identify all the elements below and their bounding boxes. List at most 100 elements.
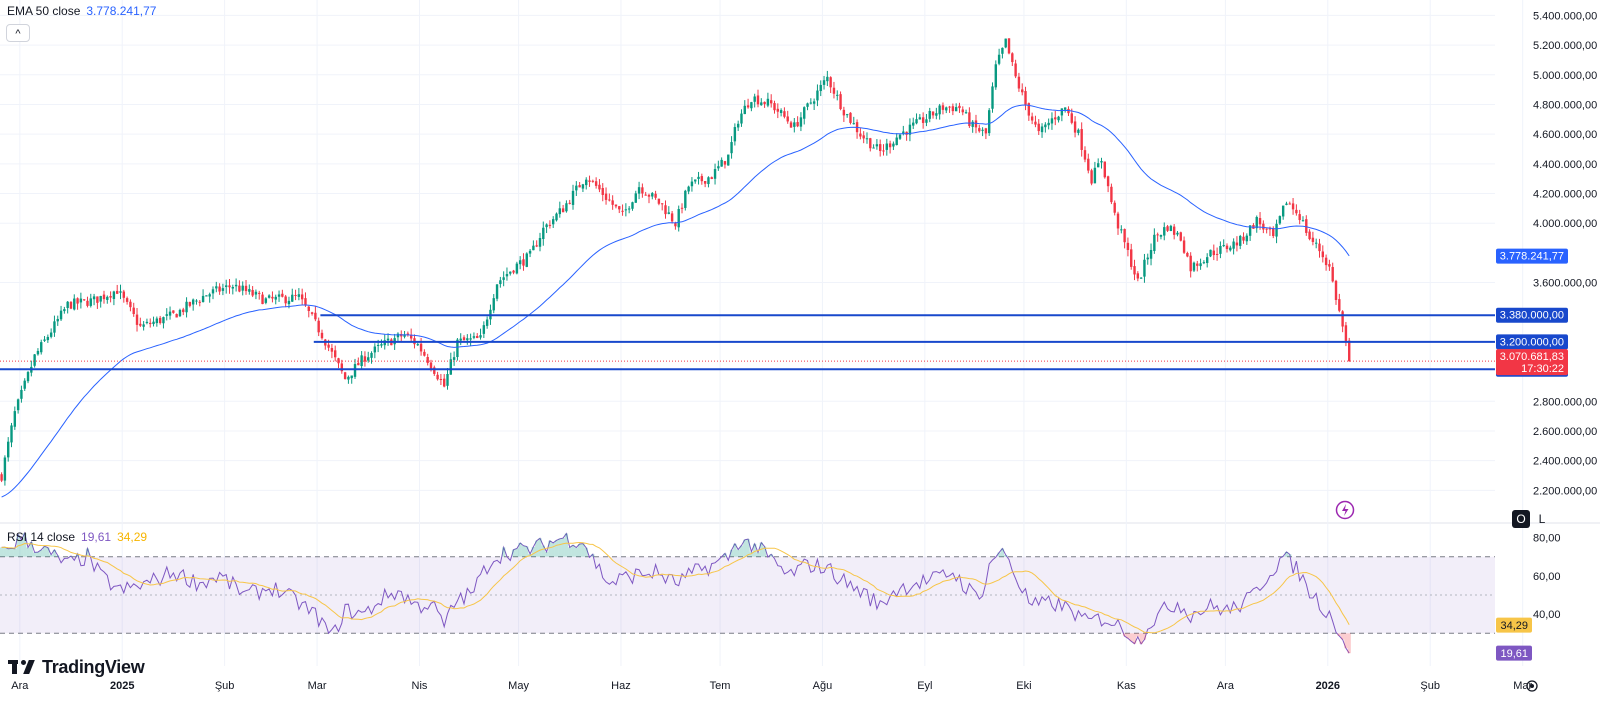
candle-body bbox=[1090, 170, 1093, 184]
x-tick-label: May bbox=[508, 680, 529, 692]
candle-body bbox=[525, 253, 528, 267]
candle-body bbox=[1245, 235, 1249, 242]
rsi-value-tag: 19,61 bbox=[1496, 645, 1532, 661]
gear-ring bbox=[1526, 680, 1538, 692]
candle-body bbox=[122, 291, 126, 298]
candle-body bbox=[1318, 243, 1321, 252]
candle-body bbox=[1120, 229, 1123, 231]
candle-body bbox=[753, 96, 756, 102]
candle-body bbox=[300, 294, 304, 300]
candle-body bbox=[779, 110, 783, 114]
candle-body bbox=[1146, 257, 1149, 260]
candle-body bbox=[746, 105, 750, 108]
candle-body bbox=[1027, 103, 1031, 116]
candle-body bbox=[1044, 124, 1047, 128]
x-tick-label: Mar bbox=[308, 680, 327, 692]
candle-body bbox=[1156, 234, 1159, 236]
x-tick-label: Ara bbox=[11, 680, 29, 692]
candle-body bbox=[552, 219, 555, 225]
candle-body bbox=[1344, 325, 1348, 342]
candle-body bbox=[82, 299, 86, 301]
candle-body bbox=[852, 123, 855, 125]
candle-body bbox=[548, 224, 552, 226]
candle-body bbox=[1248, 225, 1252, 236]
candle-body bbox=[598, 184, 601, 190]
candle-body bbox=[690, 181, 694, 187]
candle-body bbox=[429, 362, 433, 369]
candle-body bbox=[872, 147, 875, 149]
candle-body bbox=[601, 188, 604, 195]
candle-body bbox=[16, 399, 20, 411]
last-price-tag-bg bbox=[1496, 349, 1568, 376]
ema-legend[interactable]: EMA 50 close 3.778.241,77 bbox=[7, 4, 156, 18]
candle-body bbox=[1186, 252, 1189, 257]
candle-body bbox=[476, 336, 479, 339]
candle-body bbox=[763, 101, 766, 105]
candle-body bbox=[571, 190, 575, 205]
candle-body bbox=[512, 270, 515, 273]
candle-body bbox=[661, 203, 664, 205]
candle-body bbox=[1205, 257, 1209, 264]
candle-body bbox=[135, 314, 139, 325]
candle-body bbox=[819, 84, 822, 92]
candle-body bbox=[915, 119, 918, 124]
candle-body bbox=[152, 321, 155, 325]
candle-body bbox=[1268, 227, 1272, 230]
candle-body bbox=[776, 108, 780, 112]
candle-body bbox=[482, 325, 486, 334]
candle-body bbox=[254, 291, 258, 295]
candle-body bbox=[396, 333, 400, 338]
candle-body bbox=[419, 343, 423, 352]
candle-body bbox=[535, 245, 538, 247]
rsi-line bbox=[1, 531, 1350, 654]
candle-body bbox=[1179, 232, 1182, 241]
candle-body bbox=[294, 295, 297, 297]
candle-body bbox=[812, 101, 816, 104]
scale-o-button[interactable]: O bbox=[1512, 510, 1530, 528]
candle-body bbox=[244, 285, 248, 292]
price-pane bbox=[0, 38, 1495, 498]
candle-body bbox=[1176, 232, 1179, 235]
candle-body bbox=[1272, 228, 1275, 237]
candle-body bbox=[386, 338, 390, 341]
candle-body bbox=[1030, 116, 1034, 121]
candle-body bbox=[337, 358, 340, 364]
settings-gear-icon bbox=[1526, 680, 1538, 692]
candle-body bbox=[888, 143, 892, 148]
candle-body bbox=[984, 128, 988, 134]
candle-body bbox=[892, 143, 895, 147]
candle-body bbox=[436, 374, 439, 380]
candle-body bbox=[575, 185, 578, 191]
price-y-tick-label: 2.400.000,00 bbox=[1533, 456, 1597, 468]
candle-body bbox=[740, 113, 743, 124]
candle-body bbox=[350, 375, 353, 379]
candle-body bbox=[7, 441, 10, 458]
candle-body bbox=[89, 298, 92, 306]
last-price-tag-text: 3.070.681,83 bbox=[1500, 351, 1564, 363]
candle-body bbox=[1222, 245, 1225, 247]
candle-body bbox=[578, 185, 581, 188]
candle-body bbox=[1106, 176, 1110, 187]
rsi-legend[interactable]: RSI 14 close 19,61 34,29 bbox=[7, 530, 147, 544]
tradingview-logo[interactable]: TradingView bbox=[8, 657, 145, 678]
candle-body bbox=[66, 301, 69, 308]
candle-body bbox=[971, 121, 974, 127]
candle-body bbox=[1192, 262, 1196, 271]
candle-body bbox=[1275, 223, 1278, 237]
candle-body bbox=[36, 350, 40, 355]
candle-body bbox=[882, 150, 885, 152]
candle-body bbox=[627, 208, 631, 210]
candle-body bbox=[158, 317, 162, 324]
scale-l-button[interactable]: L bbox=[1538, 512, 1546, 526]
candle-body bbox=[13, 411, 17, 427]
candle-body bbox=[403, 334, 406, 337]
candle-body bbox=[334, 350, 337, 358]
legend-collapse-button[interactable]: ^ bbox=[6, 24, 30, 42]
candle-body bbox=[898, 134, 902, 139]
candle-body bbox=[1149, 250, 1153, 259]
candle-body bbox=[277, 294, 281, 297]
candle-body bbox=[743, 105, 746, 115]
rsi-value-tag-text: 19,61 bbox=[1500, 648, 1528, 660]
candle-body bbox=[433, 367, 436, 374]
